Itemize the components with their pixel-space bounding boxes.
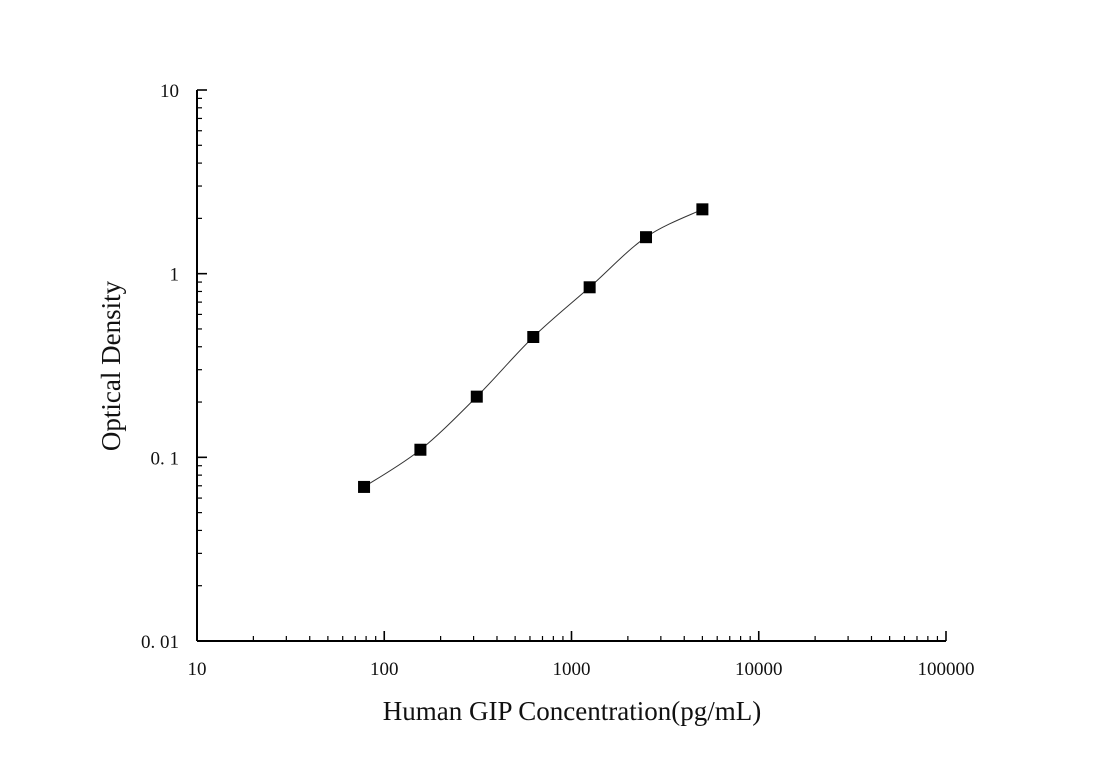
y-tick-label: 1 xyxy=(170,265,180,286)
data-points xyxy=(358,203,709,493)
x-tick-label: 1000 xyxy=(553,659,591,680)
x-tick-label: 100000 xyxy=(918,659,975,680)
x-tick-label: 10000 xyxy=(735,659,783,680)
y-tick-label: 0. 01 xyxy=(141,632,179,653)
y-axis-title: Optical Density xyxy=(96,280,126,451)
data-point xyxy=(470,390,483,403)
data-point xyxy=(583,281,596,294)
data-point xyxy=(527,331,540,344)
x-axis-title: Human GIP Concentration(pg/mL) xyxy=(383,696,761,726)
data-point xyxy=(696,203,709,216)
data-point xyxy=(414,443,427,456)
y-tick-label: 10 xyxy=(160,81,179,102)
x-tick-label: 10 xyxy=(188,659,207,680)
y-tick-label: 0. 1 xyxy=(151,448,180,469)
data-point xyxy=(358,480,371,493)
axes: 10 100 1000 10000 100000 0. 01 0. 1 1 10 xyxy=(141,81,975,680)
data-point xyxy=(640,231,653,244)
x-tick-label: 100 xyxy=(370,659,399,680)
